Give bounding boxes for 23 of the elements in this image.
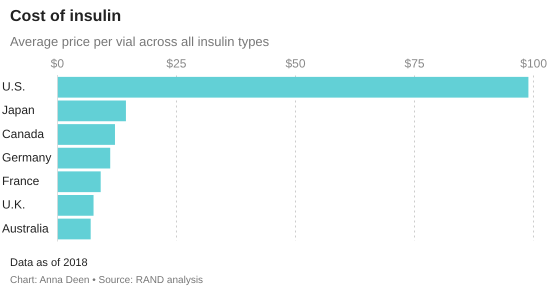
x-tick-label: $100 — [520, 56, 548, 71]
text: Data as of 2018 — [10, 257, 89, 269]
y-tick-label: U.S. — [2, 80, 26, 94]
text: Chart: Anna Deen • Source: RAND analysis — [10, 275, 204, 286]
x-tick-label: $0 — [50, 56, 64, 71]
x-tick-label: $50 — [285, 56, 306, 71]
bar — [58, 100, 126, 122]
y-tick-label: Canada — [2, 126, 44, 141]
y-tick-label: Australia — [2, 221, 50, 236]
y-tick-label: Japan — [2, 103, 35, 118]
chart-title: Cost of insulin — [10, 8, 122, 26]
x-tick-label: $75 — [404, 56, 425, 71]
bar — [58, 76, 528, 98]
bar — [58, 218, 91, 240]
bar — [58, 194, 94, 216]
bar — [58, 148, 110, 168]
x-tick-label: $25 — [166, 56, 187, 71]
y-tick-label: France — [2, 174, 40, 188]
chart-subtitle: Average price per vial across all insulin types — [10, 34, 270, 49]
y-tick-label: U.K. — [2, 198, 26, 212]
bar — [58, 124, 115, 145]
y-tick-label: Germany — [2, 150, 52, 164]
bar — [58, 171, 101, 192]
